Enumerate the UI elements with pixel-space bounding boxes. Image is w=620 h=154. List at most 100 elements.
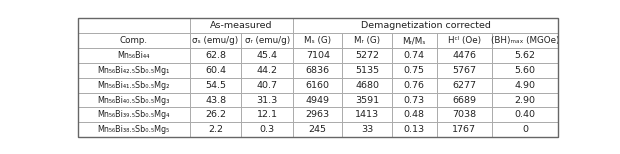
Text: 0: 0 [522,125,528,134]
Bar [293,33,342,48]
Bar [436,107,492,122]
Bar [342,93,392,107]
Text: 0.13: 0.13 [404,125,425,134]
Text: 60.4: 60.4 [205,66,226,75]
Bar [241,33,293,48]
Bar [436,122,492,137]
Bar [293,107,342,122]
Bar [78,33,190,48]
Bar [392,78,436,93]
Bar [78,93,190,107]
Text: Mₛ (G): Mₛ (G) [304,36,331,45]
Bar [190,78,241,93]
Bar [78,107,190,122]
Text: Mᵣ/Mₛ: Mᵣ/Mₛ [402,36,426,45]
Text: 31.3: 31.3 [257,95,278,105]
Bar [241,93,293,107]
Text: 54.5: 54.5 [205,81,226,90]
Text: Mn₅₆Bi₄₂.₅Sb₀.₅Mg₁: Mn₅₆Bi₄₂.₅Sb₀.₅Mg₁ [97,66,170,75]
Bar [293,18,558,33]
Bar [241,63,293,78]
Text: 1413: 1413 [355,110,379,119]
Bar [78,18,190,33]
Bar [392,33,436,48]
Bar [392,93,436,107]
Text: 4949: 4949 [306,95,330,105]
Text: 0.40: 0.40 [515,110,536,119]
Text: 43.8: 43.8 [205,95,226,105]
Text: 0.73: 0.73 [404,95,425,105]
Text: 5135: 5135 [355,66,379,75]
Text: 4680: 4680 [355,81,379,90]
Text: 33: 33 [361,125,373,134]
Text: 5767: 5767 [452,66,476,75]
Bar [342,122,392,137]
Bar [342,107,392,122]
Bar [392,122,436,137]
Text: 6836: 6836 [306,66,330,75]
Text: σₛ (emu/g): σₛ (emu/g) [192,36,239,45]
Bar [492,63,558,78]
Text: Mn₅₆Bi₄₄: Mn₅₆Bi₄₄ [117,51,150,60]
Text: 6160: 6160 [306,81,330,90]
Text: Mn₅₆Bi₃₈.₅Sb₀.₅Mg₅: Mn₅₆Bi₃₈.₅Sb₀.₅Mg₅ [97,125,170,134]
Text: Hᶜᴵ (Oe): Hᶜᴵ (Oe) [448,36,481,45]
Bar [78,78,190,93]
Text: σᵣ (emu/g): σᵣ (emu/g) [245,36,290,45]
Text: 40.7: 40.7 [257,81,278,90]
Bar [241,78,293,93]
Bar [78,63,190,78]
Bar [241,48,293,63]
Bar [436,63,492,78]
Text: Mn₅₆Bi₄₀.₅Sb₀.₅Mg₃: Mn₅₆Bi₄₀.₅Sb₀.₅Mg₃ [97,95,170,105]
Text: 0.74: 0.74 [404,51,425,60]
Text: 5.60: 5.60 [515,66,536,75]
Bar [293,93,342,107]
Bar [190,33,241,48]
Text: 4476: 4476 [452,51,476,60]
Bar [392,48,436,63]
Text: 12.1: 12.1 [257,110,278,119]
Bar [293,78,342,93]
Text: Mn₅₆Bi₄₁.₅Sb₀.₅Mg₂: Mn₅₆Bi₄₁.₅Sb₀.₅Mg₂ [97,81,170,90]
Text: (BH)ₘₐₓ (MGOe): (BH)ₘₐₓ (MGOe) [490,36,559,45]
Bar [436,33,492,48]
Bar [492,48,558,63]
Bar [342,48,392,63]
Bar [392,107,436,122]
Text: 26.2: 26.2 [205,110,226,119]
Text: 2.90: 2.90 [515,95,536,105]
Bar [241,107,293,122]
Text: 44.2: 44.2 [257,66,278,75]
Bar [392,63,436,78]
Bar [190,122,241,137]
Bar [492,93,558,107]
Text: 7104: 7104 [306,51,330,60]
Text: 1767: 1767 [452,125,476,134]
Bar [190,93,241,107]
Bar [293,48,342,63]
Text: 245: 245 [309,125,327,134]
Text: 4.90: 4.90 [515,81,536,90]
Text: 5.62: 5.62 [515,51,536,60]
Text: 0.3: 0.3 [260,125,275,134]
Bar [293,63,342,78]
Text: 0.76: 0.76 [404,81,425,90]
Bar [190,107,241,122]
Bar [342,78,392,93]
Bar [190,18,293,33]
Bar [492,122,558,137]
Text: Mn₅₆Bi₃₉.₅Sb₀.₅Mg₄: Mn₅₆Bi₃₉.₅Sb₀.₅Mg₄ [97,110,170,119]
Text: 5272: 5272 [355,51,379,60]
Text: Comp.: Comp. [120,36,148,45]
Text: 2963: 2963 [306,110,330,119]
Bar [492,78,558,93]
Bar [342,63,392,78]
Text: 62.8: 62.8 [205,51,226,60]
Text: 0.48: 0.48 [404,110,425,119]
Bar [190,48,241,63]
Bar [78,122,190,137]
Text: 0.75: 0.75 [404,66,425,75]
Text: As-measured: As-measured [210,21,273,30]
Bar [241,122,293,137]
